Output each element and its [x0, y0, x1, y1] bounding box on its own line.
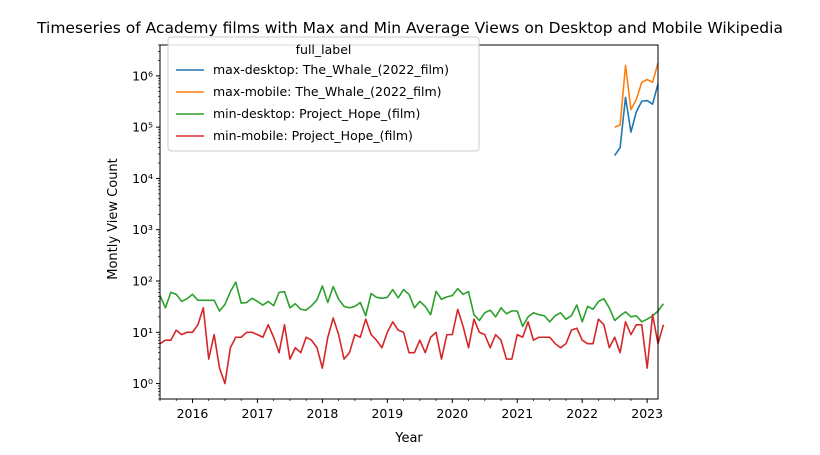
- x-tick-label: 2019: [371, 406, 403, 421]
- legend-box: [167, 36, 480, 152]
- x-tick-label: 2020: [436, 406, 468, 421]
- x-tick-label: 2023: [631, 406, 663, 421]
- legend-title: full_label: [296, 42, 352, 57]
- legend-entry: max-desktop: The_Whale_(2022_film): [213, 62, 449, 77]
- x-tick-label: 2017: [242, 406, 274, 421]
- legend-entry: min-desktop: Project_Hope_(film): [213, 106, 420, 121]
- series-line-2: [614, 62, 659, 128]
- legend-entry: min-mobile: Project_Hope_(film): [213, 128, 413, 143]
- y-axis-label: Montly View Count: [106, 158, 121, 280]
- y-tick-label: 10²: [132, 274, 153, 289]
- x-axis: 2016 2017 2018 2019 2020 2021 2022 2023: [159, 399, 663, 421]
- chart-title: Timeseries of Academy films with Max and…: [36, 19, 783, 37]
- x-tick-label: 2016: [177, 406, 209, 421]
- legend-entry: max-mobile: The_Whale_(2022_film): [213, 84, 442, 99]
- x-tick-label: 2018: [306, 406, 338, 421]
- legend: full_label max-desktop: The_Whale_(2022_f…: [167, 36, 480, 152]
- y-tick-label: 10⁴: [132, 171, 153, 186]
- y-tick-label: 10⁰: [132, 376, 153, 391]
- x-axis-label: Year: [394, 431, 423, 446]
- y-tick-label: 10⁵: [132, 120, 153, 135]
- x-tick-label: 2021: [501, 406, 533, 421]
- y-axis: 10⁰ 10¹ 10² 10³ 10⁴ 10⁵ 10⁶: [132, 44, 160, 400]
- series-line-1: [614, 83, 659, 156]
- plot-area: [159, 62, 665, 385]
- y-tick-label: 10³: [132, 222, 153, 237]
- series-line-4: [159, 307, 665, 385]
- y-tick-label: 10¹: [132, 325, 153, 340]
- x-tick-label: 2022: [566, 406, 598, 421]
- series-line-3: [159, 281, 665, 328]
- y-tick-label: 10⁶: [132, 68, 153, 83]
